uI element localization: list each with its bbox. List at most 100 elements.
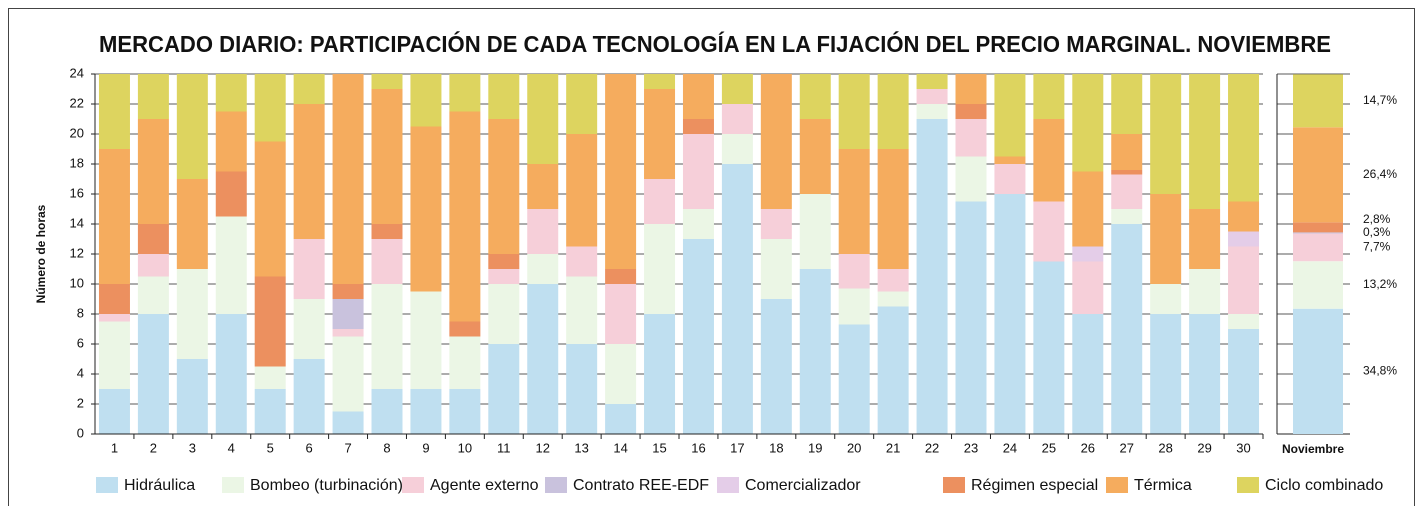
bar-segment	[98, 321, 130, 389]
bar-segment	[760, 239, 792, 299]
x-tick-label: 7	[344, 440, 351, 455]
bar-segment	[488, 284, 520, 344]
summary-label: 13,2%	[1363, 277, 1397, 291]
summary-label: 34,8%	[1363, 364, 1397, 378]
bar-segment	[254, 276, 286, 367]
bar-segment	[1228, 314, 1260, 329]
bar-segment	[682, 209, 714, 239]
x-tick-label: 24	[1003, 440, 1017, 455]
y-tick-label: 14	[70, 215, 84, 230]
bar-segment	[449, 389, 481, 434]
bar-segment	[176, 359, 208, 434]
bar-segment	[371, 89, 403, 224]
bar-segment	[410, 389, 442, 434]
bar-segment	[98, 74, 130, 149]
bar-segment	[1111, 134, 1143, 170]
bar-segment	[1228, 231, 1260, 247]
bar-segment	[799, 194, 831, 269]
bar-segment	[215, 171, 247, 217]
bar-segment	[838, 288, 870, 325]
bar-segment	[176, 74, 208, 179]
summary-segment	[1293, 233, 1343, 262]
y-axis-label: Número de horas	[34, 204, 48, 303]
bar-segment	[1150, 74, 1182, 194]
x-tick-label: 16	[691, 440, 705, 455]
bar-segment	[215, 216, 247, 314]
bar-segment	[799, 269, 831, 434]
bar-segment	[293, 239, 325, 299]
bar-segment	[994, 156, 1026, 164]
x-tick-label: 18	[769, 440, 783, 455]
bar-segment	[566, 134, 598, 247]
bar-segment	[371, 224, 403, 239]
bar-segment	[644, 74, 676, 89]
bar-segment	[1033, 74, 1065, 119]
bar-segment	[566, 344, 598, 434]
x-tick-label: 10	[458, 440, 472, 455]
bar-segment	[449, 336, 481, 389]
bar-segment	[1228, 74, 1260, 202]
legend-label: Hidráulica	[124, 477, 195, 494]
bar-segment	[955, 201, 987, 434]
bar-segment	[1072, 171, 1104, 247]
bar-segment	[1033, 201, 1065, 262]
x-tick-label: 27	[1119, 440, 1133, 455]
bar-segment	[682, 119, 714, 134]
summary-label: 14,7%	[1363, 93, 1397, 107]
bar-segment	[488, 74, 520, 119]
bar-segment	[877, 269, 909, 292]
bar-segment	[760, 299, 792, 434]
bar-segment	[644, 89, 676, 179]
legend-label: Térmica	[1134, 477, 1192, 494]
bar-segment	[1150, 284, 1182, 314]
bar-segment	[254, 389, 286, 434]
bar-segment	[955, 104, 987, 119]
bar-segment	[488, 269, 520, 284]
summary-segment	[1293, 261, 1343, 309]
bar-segment	[1189, 269, 1221, 314]
legend-label: Comercializador	[745, 477, 861, 494]
bar-segment	[721, 164, 753, 434]
bar-segment	[682, 74, 714, 119]
frame	[8, 8, 1415, 506]
bar-segment	[955, 156, 987, 202]
x-tick-label: 1	[111, 440, 118, 455]
x-tick-label: 19	[808, 440, 822, 455]
x-tick-label: 15	[652, 440, 666, 455]
summary-label: 2,8%	[1363, 212, 1391, 226]
bar-segment	[1150, 314, 1182, 434]
bar-segment	[488, 344, 520, 434]
y-tick-label: 4	[77, 365, 84, 380]
bar-segment	[605, 404, 637, 434]
bar-segment	[1033, 119, 1065, 202]
bar-segment	[721, 74, 753, 104]
x-tick-label: 17	[730, 440, 744, 455]
bar-segment	[566, 246, 598, 277]
bar-segment	[215, 111, 247, 172]
bar-segment	[449, 74, 481, 112]
bar-segment	[215, 314, 247, 434]
bar-segment	[644, 224, 676, 314]
bar-segment	[1150, 194, 1182, 284]
summary-segment	[1293, 222, 1343, 233]
bar-segment	[137, 74, 169, 119]
bar-segment	[877, 74, 909, 149]
y-tick-label: 22	[70, 95, 84, 110]
chart-title: MERCADO DIARIO: PARTICIPACIÓN DE CADA TE…	[99, 30, 1331, 57]
bar-segment	[1189, 314, 1221, 434]
bar-segment	[137, 276, 169, 314]
bar-segment	[1111, 170, 1143, 175]
bar-segment	[488, 119, 520, 254]
bar-segment	[137, 254, 169, 277]
x-tick-label: 25	[1042, 440, 1056, 455]
bar-segment	[877, 306, 909, 434]
x-tick-label: 12	[535, 440, 549, 455]
x-tick-label: 13	[574, 440, 588, 455]
bar-segment	[371, 389, 403, 434]
x-tick-label: 26	[1081, 440, 1095, 455]
bar-segment	[332, 74, 364, 284]
legend-swatch	[402, 477, 424, 493]
bar-segment	[916, 104, 948, 119]
bar-segment	[1072, 246, 1104, 262]
legend-label: Régimen especial	[971, 477, 1098, 494]
